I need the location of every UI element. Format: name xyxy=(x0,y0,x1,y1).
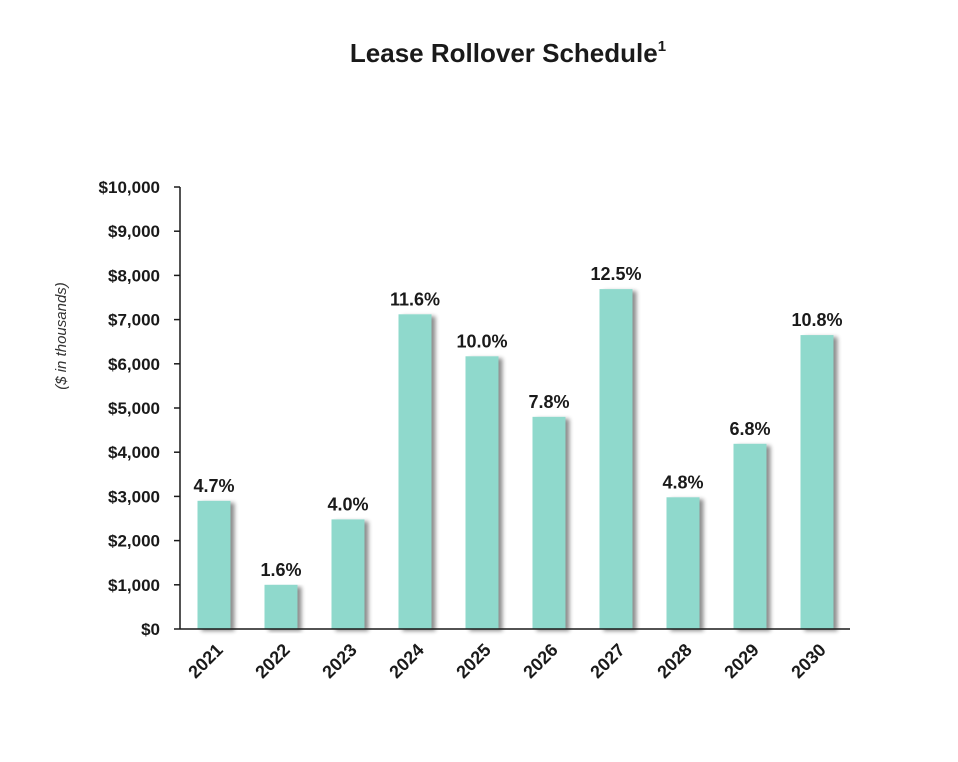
bar-2030 xyxy=(800,335,834,629)
chart-title: Lease Rollover Schedule1 xyxy=(350,38,666,68)
x-tick-label-2023: 2023 xyxy=(318,640,360,682)
data-label-2027: 12.5% xyxy=(590,264,641,284)
bar-2029 xyxy=(733,443,767,629)
data-label-2026: 7.8% xyxy=(528,392,569,412)
x-tick-label-2029: 2029 xyxy=(720,640,762,682)
bar-2025 xyxy=(465,356,499,629)
y-tick-label: $7,000 xyxy=(108,311,160,330)
bar-2024 xyxy=(398,314,432,629)
bar-2027 xyxy=(599,289,633,629)
data-labels: 4.7% 1.6% 4.0% 11.6% 10.0% 7.8% 12.5% 4.8% 6.8% 1… xyxy=(193,264,842,580)
data-label-2023: 4.0% xyxy=(327,494,368,514)
chart-title-text: Lease Rollover Schedule xyxy=(350,38,658,68)
x-tick-label-2025: 2025 xyxy=(452,640,494,682)
x-tick-label-2024: 2024 xyxy=(385,640,427,682)
x-tick-label-2026: 2026 xyxy=(519,640,561,682)
x-axis-ticks: 2021 2022 2023 2024 2025 2026 2027 2028 2029 2030 xyxy=(184,640,829,682)
x-tick-label-2028: 2028 xyxy=(653,640,695,682)
x-tick-label-2030: 2030 xyxy=(787,640,829,682)
bar-2022 xyxy=(264,584,298,629)
x-tick-label-2027: 2027 xyxy=(586,640,628,682)
chart-title-superscript: 1 xyxy=(658,38,666,55)
y-axis-ticks: $0 $1,000 $2,000 $3,000 $4,000 $5,000 $6,000 $7… xyxy=(99,178,180,639)
y-tick-label: $3,000 xyxy=(108,487,160,506)
bar-2028 xyxy=(666,497,700,629)
bar-2023 xyxy=(331,519,365,629)
data-label-2021: 4.7% xyxy=(193,476,234,496)
y-tick-label: $4,000 xyxy=(108,443,160,462)
x-tick-label-2022: 2022 xyxy=(251,640,293,682)
y-axis-label: ($ in thousands) xyxy=(53,282,70,390)
y-tick-label: $2,000 xyxy=(108,532,160,551)
y-tick-label: $6,000 xyxy=(108,355,160,374)
data-label-2022: 1.6% xyxy=(260,560,301,580)
y-tick-label: $9,000 xyxy=(108,222,160,241)
y-tick-label: $0 xyxy=(141,620,160,639)
data-label-2025: 10.0% xyxy=(456,331,507,351)
y-tick-label: $10,000 xyxy=(99,178,160,197)
data-label-2029: 6.8% xyxy=(729,419,770,439)
y-tick-label: $5,000 xyxy=(108,399,160,418)
x-tick-label-2021: 2021 xyxy=(184,640,226,682)
bar-2021 xyxy=(197,500,231,629)
data-label-2028: 4.8% xyxy=(662,472,703,492)
data-label-2030: 10.8% xyxy=(791,310,842,330)
bars xyxy=(197,289,834,629)
bar-2026 xyxy=(532,416,566,629)
y-tick-label: $8,000 xyxy=(108,266,160,285)
data-label-2024: 11.6% xyxy=(390,289,440,309)
y-tick-label: $1,000 xyxy=(108,576,160,595)
